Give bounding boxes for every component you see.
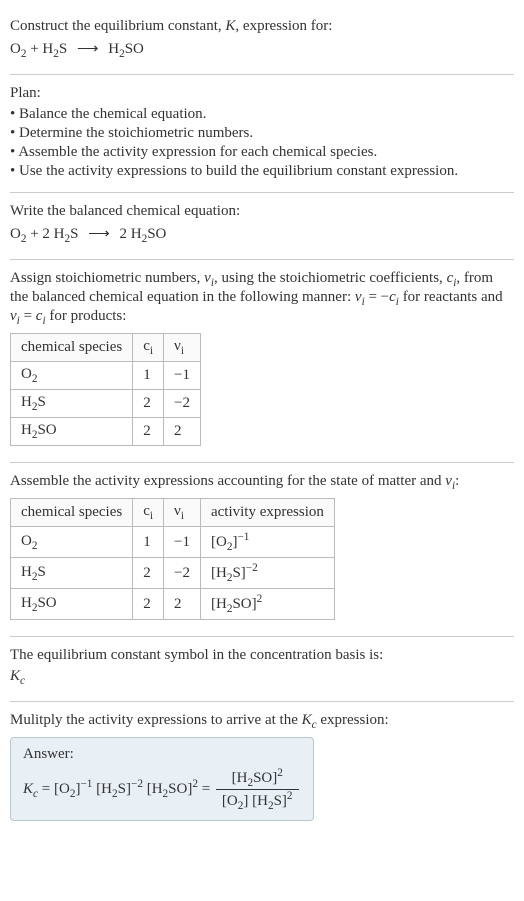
multiply-text: Mulitply the activity expressions to arr…: [10, 712, 514, 731]
col-header: νi: [164, 334, 201, 362]
cell-vi: 2: [164, 418, 201, 446]
activity-section: Assemble the activity expressions accoun…: [10, 463, 514, 637]
col-header: ci: [133, 499, 164, 527]
cell-activity: [H2S]−2: [200, 558, 334, 589]
cell-vi: 2: [164, 589, 201, 620]
col-header: ci: [133, 334, 164, 362]
table-row: H2S 2 −2 [H2S]−2: [11, 558, 335, 589]
cell-vi: −2: [164, 390, 201, 418]
intro-equation: O2 + H2S ⟶ H2SO: [10, 39, 514, 60]
cell-activity: [H2SO]2: [200, 589, 334, 620]
cell-species: H2SO: [11, 418, 133, 446]
plan-item: Use the activity expressions to build th…: [10, 163, 514, 180]
balanced-title: Write the balanced chemical equation:: [10, 203, 514, 220]
cell-ci: 2: [133, 418, 164, 446]
cell-vi: −1: [164, 362, 201, 390]
answer-label: Answer:: [23, 746, 301, 763]
table-row: H2S 2 −2: [11, 390, 201, 418]
cell-species: O2: [11, 362, 133, 390]
cell-species: H2S: [11, 558, 133, 589]
balanced-section: Write the balanced chemical equation: O2…: [10, 193, 514, 260]
fraction-numerator: [H2SO]2: [216, 767, 299, 790]
table-row: O2 1 −1 [O2]−1: [11, 527, 335, 558]
stoich-section: Assign stoichiometric numbers, νi, using…: [10, 260, 514, 463]
table-row: O2 1 −1: [11, 362, 201, 390]
cell-species: H2SO: [11, 589, 133, 620]
answer-lhs: Kc = [O2]−1 [H2S]−2 [H2SO]2 =: [23, 781, 214, 797]
col-header: activity expression: [200, 499, 334, 527]
activity-text: Assemble the activity expressions accoun…: [10, 473, 514, 492]
table-row: H2SO 2 2 [H2SO]2: [11, 589, 335, 620]
col-header: chemical species: [11, 334, 133, 362]
cell-vi: −2: [164, 558, 201, 589]
table-row: H2SO 2 2: [11, 418, 201, 446]
multiply-section: Mulitply the activity expressions to arr…: [10, 702, 514, 831]
activity-table: chemical species ci νi activity expressi…: [10, 498, 335, 620]
balanced-equation: O2 + 2 H2S ⟶ 2 H2SO: [10, 224, 514, 245]
answer-box: Answer: Kc = [O2]−1 [H2S]−2 [H2SO]2 = [H…: [10, 737, 314, 821]
plan-item: Determine the stoichiometric numbers.: [10, 125, 514, 142]
cell-ci: 1: [133, 527, 164, 558]
kc-symbol: Kc: [10, 668, 514, 687]
kc-text: The equilibrium constant symbol in the c…: [10, 647, 514, 664]
cell-activity: [O2]−1: [200, 527, 334, 558]
table-header-row: chemical species ci νi activity expressi…: [11, 499, 335, 527]
col-header: chemical species: [11, 499, 133, 527]
fraction-denominator: [O2] [H2S]2: [216, 790, 299, 812]
cell-ci: 2: [133, 558, 164, 589]
cell-species: O2: [11, 527, 133, 558]
plan-item: Assemble the activity expression for eac…: [10, 144, 514, 161]
k-symbol: K: [225, 18, 235, 34]
plan-item: Balance the chemical equation.: [10, 106, 514, 123]
plan-section: Plan: Balance the chemical equation. Det…: [10, 75, 514, 193]
cell-vi: −1: [164, 527, 201, 558]
stoich-text: Assign stoichiometric numbers, νi, using…: [10, 270, 514, 327]
table-header-row: chemical species ci νi: [11, 334, 201, 362]
answer-fraction: [H2SO]2[O2] [H2S]2: [216, 767, 299, 812]
plan-title: Plan:: [10, 85, 514, 102]
intro-text-2: , expression for:: [235, 18, 332, 34]
intro-section: Construct the equilibrium constant, K, e…: [10, 8, 514, 75]
cell-ci: 1: [133, 362, 164, 390]
intro-text-1: Construct the equilibrium constant,: [10, 18, 225, 34]
kc-symbol-section: The equilibrium constant symbol in the c…: [10, 637, 514, 702]
cell-species: H2S: [11, 390, 133, 418]
col-header: νi: [164, 499, 201, 527]
cell-ci: 2: [133, 589, 164, 620]
cell-ci: 2: [133, 390, 164, 418]
plan-list: Balance the chemical equation. Determine…: [10, 106, 514, 180]
intro-line: Construct the equilibrium constant, K, e…: [10, 18, 514, 35]
stoich-table: chemical species ci νi O2 1 −1 H2S 2 −2 …: [10, 333, 201, 446]
answer-equation: Kc = [O2]−1 [H2S]−2 [H2SO]2 = [H2SO]2[O2…: [23, 767, 301, 812]
